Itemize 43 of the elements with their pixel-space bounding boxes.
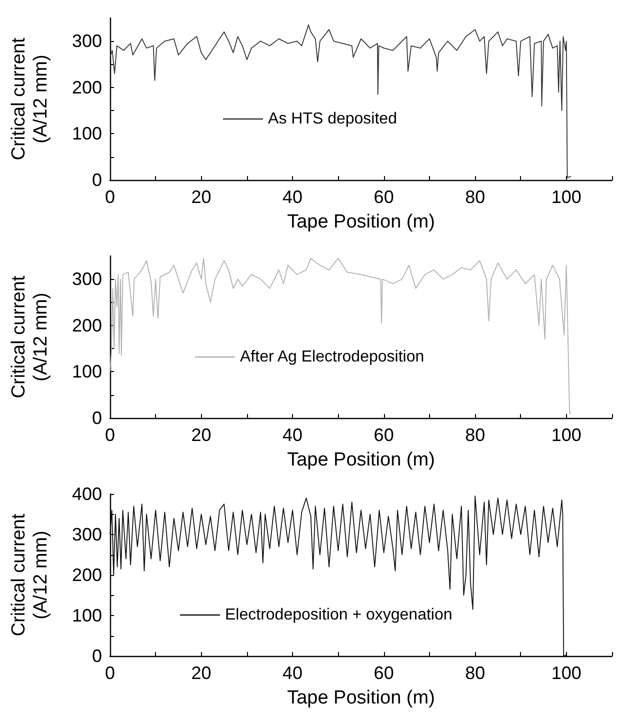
x-tick-label: 40	[282, 663, 303, 683]
y-axis-title: Critical current (A/12 mm)	[8, 513, 52, 636]
y-tick-label: 300	[72, 31, 102, 52]
legend-label: As HTS deposited	[268, 110, 397, 128]
y-tick-label: 0	[92, 170, 102, 190]
legend-label: After Ag Electrodeposition	[240, 348, 424, 366]
y-tick-label: 0	[92, 408, 102, 428]
x-tick-label: 100	[551, 187, 582, 207]
x-tick-label: 40	[282, 187, 303, 207]
y-tick-label: 200	[72, 565, 102, 585]
x-tick-label: 0	[104, 425, 116, 445]
y-tick-label: 100	[72, 362, 102, 382]
line-series	[110, 24, 572, 178]
y-tick-label: 200	[72, 315, 102, 336]
y-axis-title: Critical current (A/12 mm)	[8, 275, 52, 398]
line-series	[110, 258, 572, 414]
y-axis-title: Critical current (A/12 mm)	[8, 37, 52, 160]
x-tick-label: 0	[104, 663, 116, 683]
x-tick-label: 80	[465, 187, 486, 207]
x-tick-label: 60	[374, 425, 394, 445]
y-tick-label: 200	[72, 77, 102, 98]
y-tick-label: 300	[72, 269, 102, 290]
x-tick-label: 100	[551, 425, 582, 445]
x-tick-label: 20	[191, 425, 212, 445]
y-tick-label: 100	[72, 606, 102, 626]
y-tick-label: 100	[72, 124, 102, 144]
legend-label: Electrodeposition + oxygenation	[225, 606, 452, 624]
y-tick-label: 400	[72, 484, 102, 504]
x-tick-label: 20	[191, 187, 212, 207]
x-tick-label: 80	[465, 663, 486, 683]
x-tick-label: 60	[374, 187, 394, 207]
x-axis-title: Tape Position (m)	[287, 211, 435, 232]
x-tick-label: 0	[104, 187, 116, 207]
x-tick-label: 100	[551, 663, 582, 683]
x-tick-label: 40	[282, 425, 303, 445]
x-tick-label: 80	[465, 425, 486, 445]
x-axis-title: Tape Position (m)	[287, 687, 435, 708]
x-tick-label: 20	[191, 663, 212, 683]
y-tick-label: 300	[72, 524, 102, 544]
x-tick-label: 60	[374, 663, 394, 683]
y-tick-label: 0	[92, 646, 102, 666]
x-axis-title: Tape Position (m)	[287, 449, 435, 470]
line-series	[110, 496, 567, 656]
